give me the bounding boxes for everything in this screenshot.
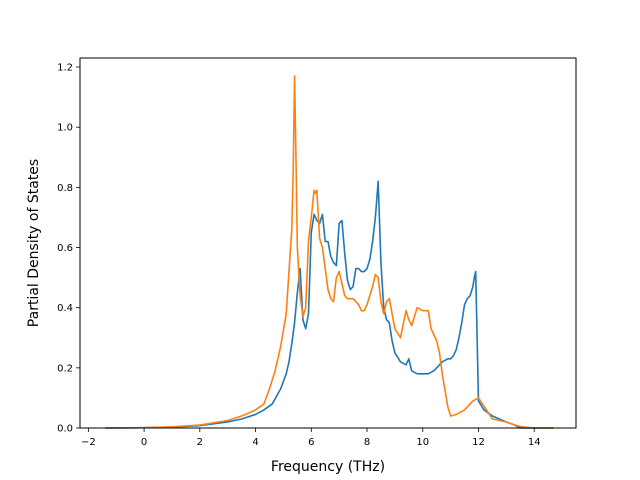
plot-frame bbox=[79, 57, 577, 429]
x-tick-label: 2 bbox=[197, 437, 203, 448]
y-tick-label: 0.8 bbox=[57, 183, 73, 194]
series-line-2 bbox=[105, 75, 554, 429]
y-tick-label: 1.2 bbox=[57, 63, 73, 74]
x-tick-label: 0 bbox=[141, 437, 147, 448]
y-axis-label: Partial Density of States bbox=[26, 159, 42, 327]
x-axis-label: Frequency (THz) bbox=[271, 459, 385, 475]
series-layer bbox=[105, 75, 554, 429]
y-tick-label: 0.6 bbox=[57, 243, 73, 254]
y-tick-label: 1.0 bbox=[57, 123, 73, 134]
series-line-1 bbox=[105, 180, 554, 429]
x-tick-label: −2 bbox=[81, 437, 96, 448]
x-tick-label: 6 bbox=[308, 437, 314, 448]
x-tick-label: 8 bbox=[364, 437, 370, 448]
y-tick-label: 0.0 bbox=[57, 424, 73, 435]
x-axis-ticks: −2 0 2 4 6 8 10 12 14 bbox=[81, 428, 541, 448]
y-tick-label: 0.4 bbox=[57, 303, 73, 314]
y-axis-ticks: 0.0 0.2 0.4 0.6 0.8 1.0 1.2 bbox=[57, 63, 80, 435]
x-tick-label: 12 bbox=[472, 437, 485, 448]
x-tick-label: 14 bbox=[528, 437, 541, 448]
x-tick-label: 4 bbox=[252, 437, 258, 448]
x-tick-label: 10 bbox=[416, 437, 429, 448]
y-tick-label: 0.2 bbox=[57, 363, 73, 374]
